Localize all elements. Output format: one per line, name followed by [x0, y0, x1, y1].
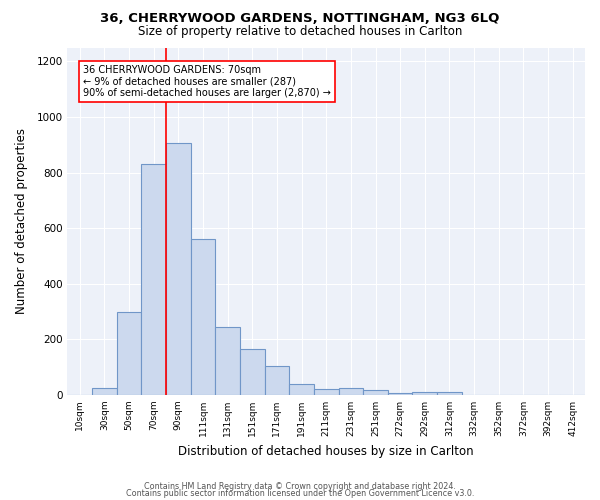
- Bar: [412, 392, 437, 395]
- Bar: [314, 390, 338, 395]
- Bar: [338, 388, 363, 395]
- Bar: [117, 312, 142, 395]
- Text: 36 CHERRYWOOD GARDENS: 70sqm
← 9% of detached houses are smaller (287)
90% of se: 36 CHERRYWOOD GARDENS: 70sqm ← 9% of det…: [83, 65, 331, 98]
- X-axis label: Distribution of detached houses by size in Carlton: Distribution of detached houses by size …: [178, 444, 474, 458]
- Text: Contains public sector information licensed under the Open Government Licence v3: Contains public sector information licen…: [126, 490, 474, 498]
- Bar: [166, 144, 191, 395]
- Bar: [388, 392, 412, 395]
- Bar: [289, 384, 314, 395]
- Bar: [215, 327, 240, 395]
- Text: Contains HM Land Registry data © Crown copyright and database right 2024.: Contains HM Land Registry data © Crown c…: [144, 482, 456, 491]
- Bar: [240, 349, 265, 395]
- Text: 36, CHERRYWOOD GARDENS, NOTTINGHAM, NG3 6LQ: 36, CHERRYWOOD GARDENS, NOTTINGHAM, NG3 …: [100, 12, 500, 26]
- Bar: [92, 388, 117, 395]
- Bar: [142, 164, 166, 395]
- Bar: [265, 366, 289, 395]
- Text: Size of property relative to detached houses in Carlton: Size of property relative to detached ho…: [138, 25, 462, 38]
- Bar: [363, 390, 388, 395]
- Y-axis label: Number of detached properties: Number of detached properties: [15, 128, 28, 314]
- Bar: [191, 240, 215, 395]
- Bar: [437, 392, 462, 395]
